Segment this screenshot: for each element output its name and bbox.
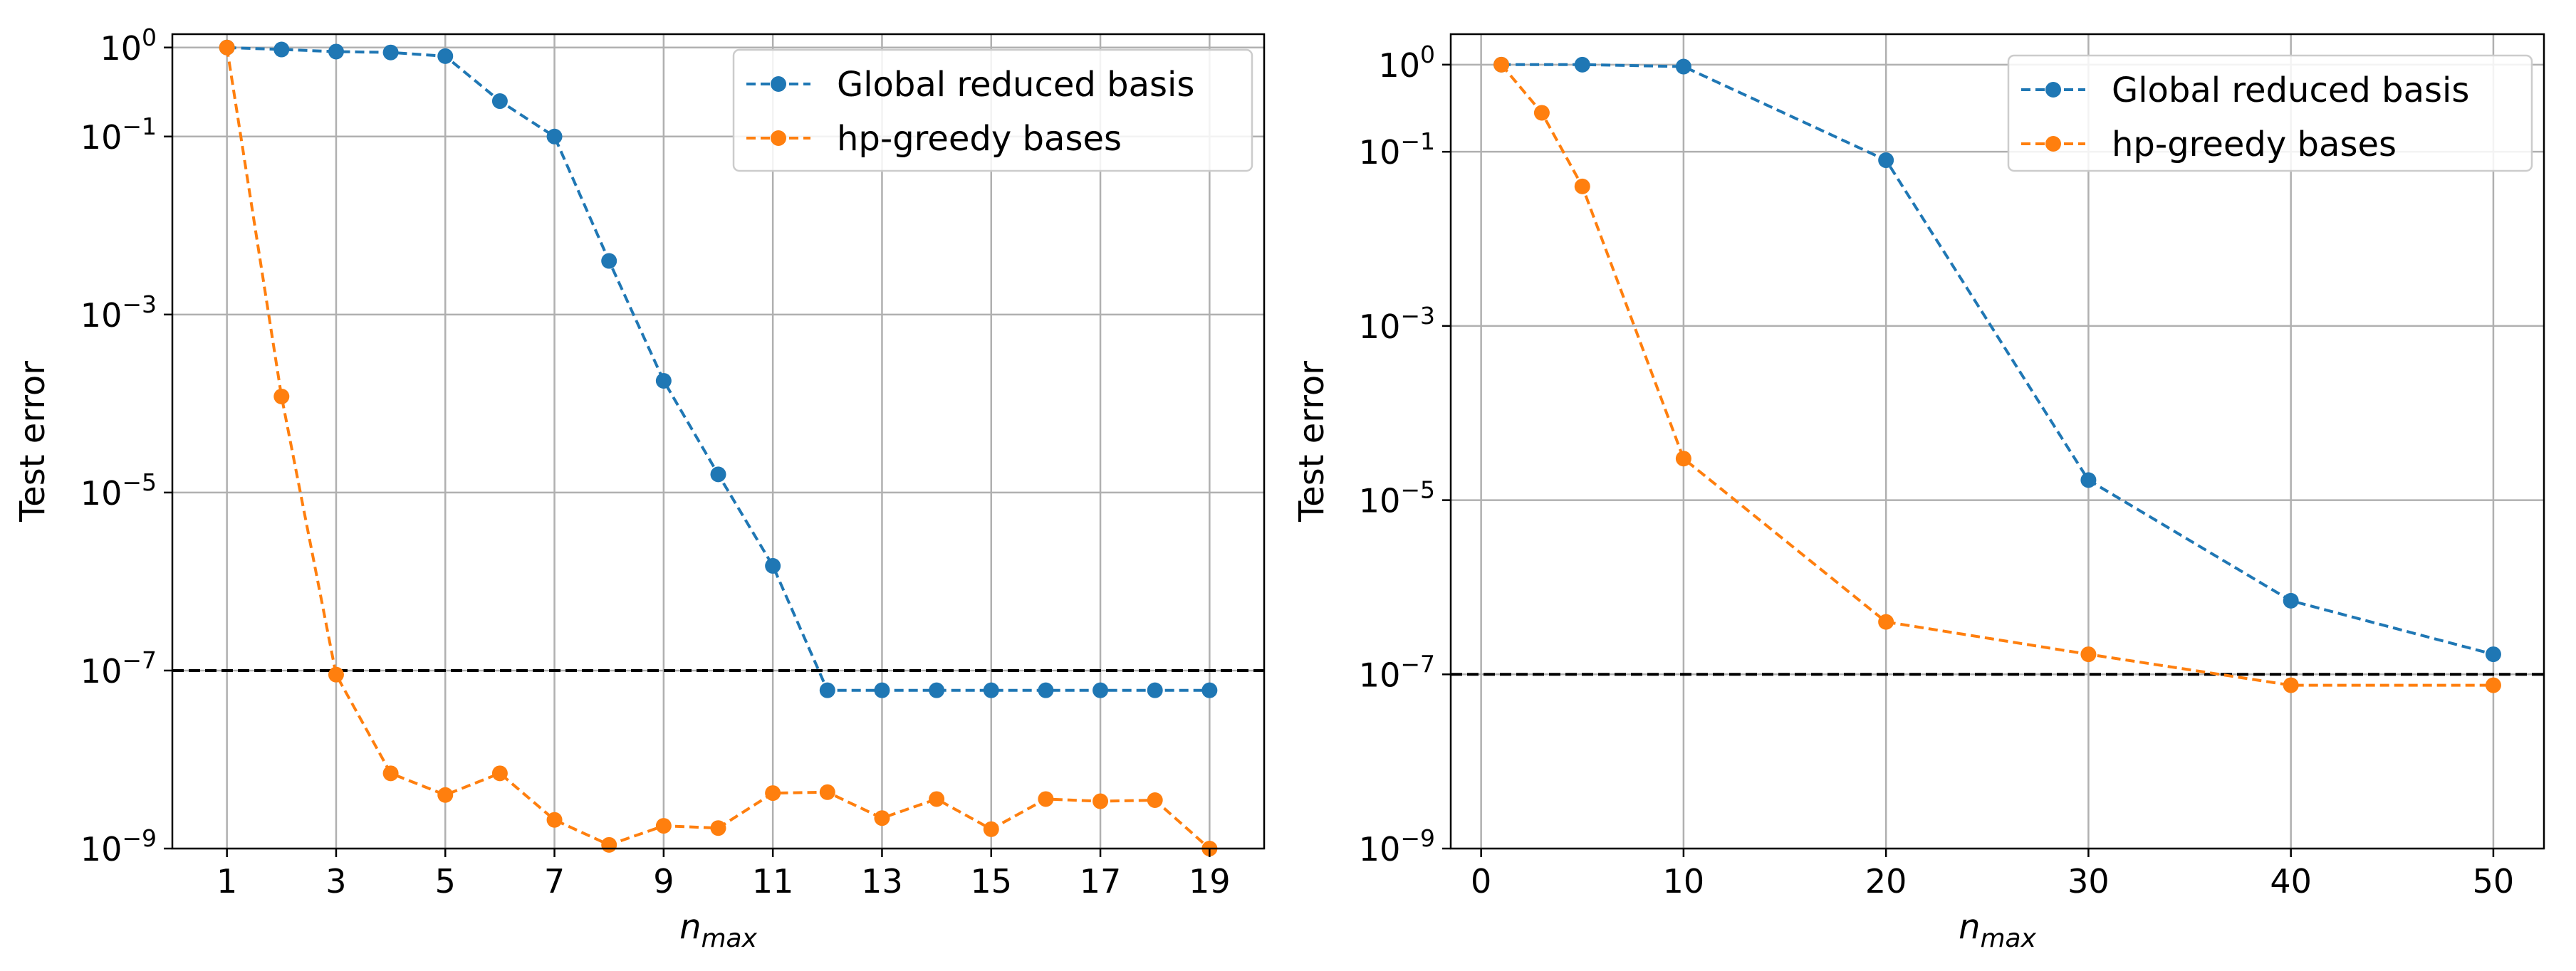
data-point-global-reduced-basis: [765, 557, 781, 574]
data-point-global-reduced-basis: [2283, 592, 2299, 609]
legend-label-hp-greedy-bases: hp-greedy bases: [2112, 125, 2397, 164]
data-point-global-reduced-basis: [1574, 56, 1590, 73]
x-tick-label: 9: [653, 862, 674, 901]
x-tick-label: 7: [544, 862, 565, 901]
data-point-global-reduced-basis: [710, 466, 726, 483]
y-axis-label: Test error: [1292, 361, 1332, 523]
y-tick-label: 10−7: [80, 646, 157, 691]
data-point-hp-greedy-bases: [819, 784, 835, 800]
data-point-global-reduced-basis: [655, 372, 672, 389]
y-tick-label: 100: [100, 23, 157, 68]
data-point-global-reduced-basis: [1038, 682, 1054, 698]
legend-box: [2007, 54, 2533, 172]
y-tick-label: 100: [1378, 41, 1435, 85]
axes-frame: [1449, 33, 2545, 850]
data-point-global-reduced-basis: [983, 682, 999, 698]
data-point-hp-greedy-bases: [2283, 677, 2299, 693]
legend-label-global-reduced-basis: Global reduced basis: [2112, 70, 2469, 110]
y-tick-label: 10−1: [1359, 127, 1435, 172]
legend-label-hp-greedy-bases: hp-greedy bases: [837, 119, 1122, 159]
data-point-hp-greedy-bases: [1675, 451, 1691, 467]
legend-label-global-reduced-basis: Global reduced basis: [837, 65, 1194, 105]
y-tick-label: 10−7: [1359, 650, 1435, 694]
legend-marker-global-reduced-basis: [771, 76, 786, 92]
y-tick-label: 10−9: [80, 824, 157, 868]
data-point-global-reduced-basis: [1201, 682, 1218, 698]
y-tick-label: 10−3: [1359, 302, 1435, 346]
legend-marker-hp-greedy-bases: [2045, 136, 2061, 152]
data-point-hp-greedy-bases: [273, 388, 290, 404]
x-tick-label: 3: [325, 862, 346, 901]
data-point-hp-greedy-bases: [1878, 614, 1894, 630]
data-point-hp-greedy-bases: [382, 765, 399, 782]
data-point-hp-greedy-bases: [874, 810, 890, 826]
x-tick-label: 19: [1189, 862, 1231, 901]
data-point-global-reduced-basis: [491, 93, 508, 110]
legend-marker-global-reduced-basis: [2045, 82, 2061, 98]
data-point-hp-greedy-bases: [328, 666, 344, 683]
data-point-hp-greedy-bases: [710, 820, 726, 836]
data-point-hp-greedy-bases: [983, 821, 999, 837]
x-tick-label: 0: [1471, 862, 1491, 901]
data-point-hp-greedy-bases: [601, 836, 617, 853]
x-tick-label: 50: [2473, 862, 2515, 901]
data-point-global-reduced-basis: [2080, 472, 2097, 488]
data-point-hp-greedy-bases: [765, 785, 781, 802]
data-point-global-reduced-basis: [382, 44, 399, 61]
data-point-global-reduced-basis: [601, 253, 617, 269]
y-tick-label: 10−1: [80, 112, 157, 157]
y-tick-label: 10−5: [1359, 476, 1435, 520]
data-point-hp-greedy-bases: [219, 39, 235, 56]
x-tick-label: 40: [2270, 862, 2312, 901]
x-tick-label: 11: [752, 862, 794, 901]
data-point-global-reduced-basis: [1093, 682, 1109, 698]
chart-right: 0 10 20 30 40 50 100 10−1 10−3 10−5 10−7 10−9 nmax Te…: [1292, 33, 2545, 953]
x-axis-label: nmax: [679, 907, 758, 953]
data-point-hp-greedy-bases: [1038, 791, 1054, 807]
data-point-global-reduced-basis: [437, 48, 454, 64]
data-point-global-reduced-basis: [546, 128, 563, 145]
data-point-hp-greedy-bases: [491, 765, 508, 782]
y-axis-label: Test error: [13, 361, 53, 523]
data-point-hp-greedy-bases: [546, 812, 563, 828]
x-tick-label: 30: [2067, 862, 2110, 901]
x-tick-label: 15: [970, 862, 1012, 901]
data-point-hp-greedy-bases: [2080, 646, 2097, 663]
y-tick-label: 10−3: [80, 290, 157, 335]
x-tick-label: 20: [1865, 862, 1907, 901]
data-point-hp-greedy-bases: [1574, 178, 1590, 194]
x-tick-label: 10: [1663, 862, 1705, 901]
data-point-global-reduced-basis: [874, 682, 890, 698]
data-point-global-reduced-basis: [819, 682, 835, 698]
data-point-hp-greedy-bases: [1533, 105, 1550, 121]
y-tick-label: 10−9: [1359, 824, 1435, 868]
data-point-global-reduced-basis: [1878, 152, 1894, 169]
x-axis-label: nmax: [1959, 907, 2037, 953]
data-point-hp-greedy-bases: [929, 791, 945, 807]
data-point-global-reduced-basis: [1147, 682, 1163, 698]
series-line-hp-greedy-bases: [1500, 63, 2493, 687]
data-point-hp-greedy-bases: [2485, 677, 2501, 693]
data-point-global-reduced-basis: [1675, 58, 1691, 75]
data-point-hp-greedy-bases: [1147, 792, 1163, 808]
data-point-hp-greedy-bases: [1493, 56, 1510, 73]
y-tick-label: 10−5: [80, 468, 157, 513]
axes-frame: [171, 33, 1266, 850]
data-point-hp-greedy-bases: [1093, 793, 1109, 809]
x-tick-label: 5: [435, 862, 456, 901]
x-tick-label: 13: [861, 862, 903, 901]
legend-marker-hp-greedy-bases: [771, 130, 786, 146]
x-tick-label: 1: [217, 862, 237, 901]
legend-box: [732, 48, 1253, 172]
data-point-global-reduced-basis: [929, 682, 945, 698]
data-point-global-reduced-basis: [2485, 646, 2501, 663]
data-point-global-reduced-basis: [328, 43, 344, 60]
data-point-hp-greedy-bases: [655, 818, 672, 834]
x-tick-label: 17: [1080, 862, 1122, 901]
data-point-global-reduced-basis: [273, 41, 290, 58]
chart-left: 1 3 5 7 9 11 13 15 17 1910010−110−310−510−710−9nm…: [13, 23, 1266, 953]
data-point-hp-greedy-bases: [437, 787, 454, 803]
